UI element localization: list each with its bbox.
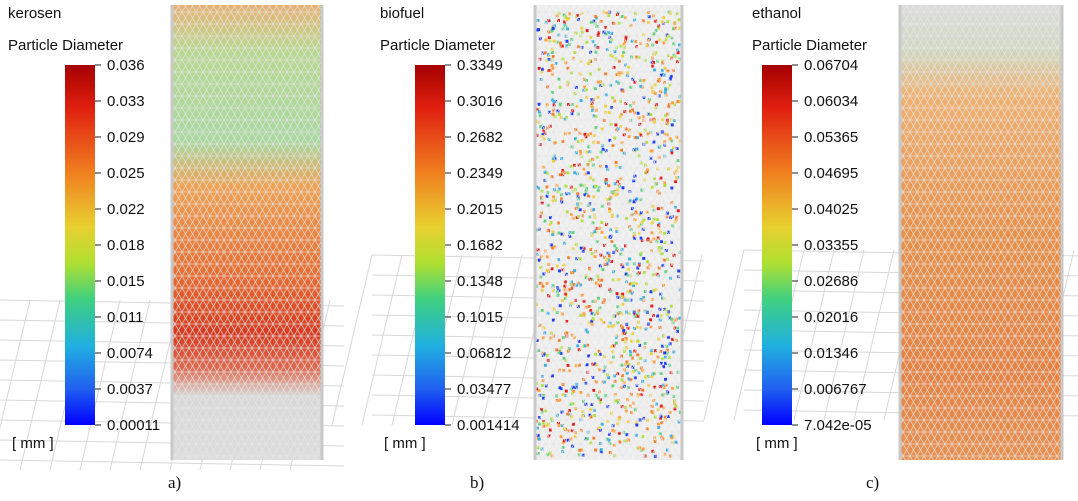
colorbar-label: 0.3349: [457, 57, 503, 74]
colorbar-label: 0.1682: [457, 237, 503, 254]
legend-title: biofuel: [380, 5, 424, 22]
colorbar-label: 0.06034: [804, 93, 858, 110]
colorbar: [65, 65, 95, 425]
colorbar-label: 0.015: [107, 273, 145, 290]
ground-grid: [823, 249, 865, 421]
colorbar-label: 0.01346: [804, 345, 858, 362]
colorbar-label: 0.02016: [804, 309, 858, 326]
ground-grid: [361, 254, 403, 426]
panel: kerosen Particle Diameter 0.036 0.033 0.029 0…: [0, 5, 345, 492]
ground-grid: [703, 249, 745, 421]
ground-grid: [109, 299, 151, 471]
legend-subtitle: Particle Diameter: [380, 37, 495, 54]
colorbar-label: 0.04025: [804, 201, 858, 218]
colorbar-label: 0.022: [107, 201, 145, 218]
colorbar-label: 0.2682: [457, 129, 503, 146]
colorbar-label: 0.006767: [804, 381, 867, 398]
caption: c): [866, 473, 879, 492]
colorbar-label: 0.03477: [457, 381, 511, 398]
cylinder-mesh: [900, 5, 1062, 460]
legend-subtitle: Particle Diameter: [752, 37, 867, 54]
unit-label: [ mm ]: [384, 435, 426, 452]
colorbar: [415, 65, 445, 425]
colorbar-label: 0.00011: [107, 417, 160, 434]
caption: a): [168, 473, 181, 492]
colorbar-label: 0.2015: [457, 201, 503, 218]
panel: ethanol Particle Diameter 0.06704 0.06034 0.…: [703, 5, 1078, 492]
colorbar-label: 0.011: [107, 309, 143, 326]
legend-title: ethanol: [752, 5, 801, 22]
ground-grid: [19, 299, 61, 471]
colorbar-label: 0.029: [107, 129, 145, 146]
colorbar-label: 0.03355: [804, 237, 858, 254]
cylinder-mesh: [172, 5, 322, 460]
cylinder-mesh: [535, 5, 682, 460]
colorbar: [762, 65, 792, 425]
ground-grid: [793, 249, 835, 421]
panel: biofuel Particle Diameter 0.3349 0.3016 0.26…: [331, 5, 705, 492]
colorbar-label: 0.025: [107, 165, 145, 182]
colorbar-label: 0.2349: [457, 165, 503, 182]
colorbar-label: 0.05365: [804, 129, 858, 146]
colorbar-label: 0.1015: [457, 309, 503, 326]
ground-grid: [451, 254, 493, 426]
colorbar-label: 0.3016: [457, 93, 503, 110]
colorbar-label: 0.0074: [107, 345, 153, 362]
colorbar-label: 0.0037: [107, 381, 153, 398]
ground-grid: [331, 254, 373, 426]
legend-title: kerosen: [8, 5, 61, 22]
unit-label: [ mm ]: [12, 435, 54, 452]
caption: b): [470, 473, 484, 492]
colorbar-label: 0.036: [107, 57, 145, 74]
legend-subtitle: Particle Diameter: [8, 37, 123, 54]
colorbar-label: 0.033: [107, 93, 145, 110]
unit-label: [ mm ]: [756, 435, 798, 452]
colorbar-label: 0.04695: [804, 165, 858, 182]
colorbar-label: 0.06704: [804, 57, 858, 74]
ground-grid: [79, 299, 121, 471]
colorbar-label: 0.02686: [804, 273, 858, 290]
ground-grid: [0, 299, 31, 430]
ground-grid: [853, 249, 895, 421]
colorbar-label: 0.001414: [457, 417, 520, 434]
ground-grid: [481, 254, 523, 426]
colorbar-label: 0.1348: [457, 273, 503, 290]
colorbar-label: 7.042e-05: [804, 417, 872, 434]
colorbar-label: 0.06812: [457, 345, 511, 362]
colorbar-label: 0.018: [107, 237, 145, 254]
